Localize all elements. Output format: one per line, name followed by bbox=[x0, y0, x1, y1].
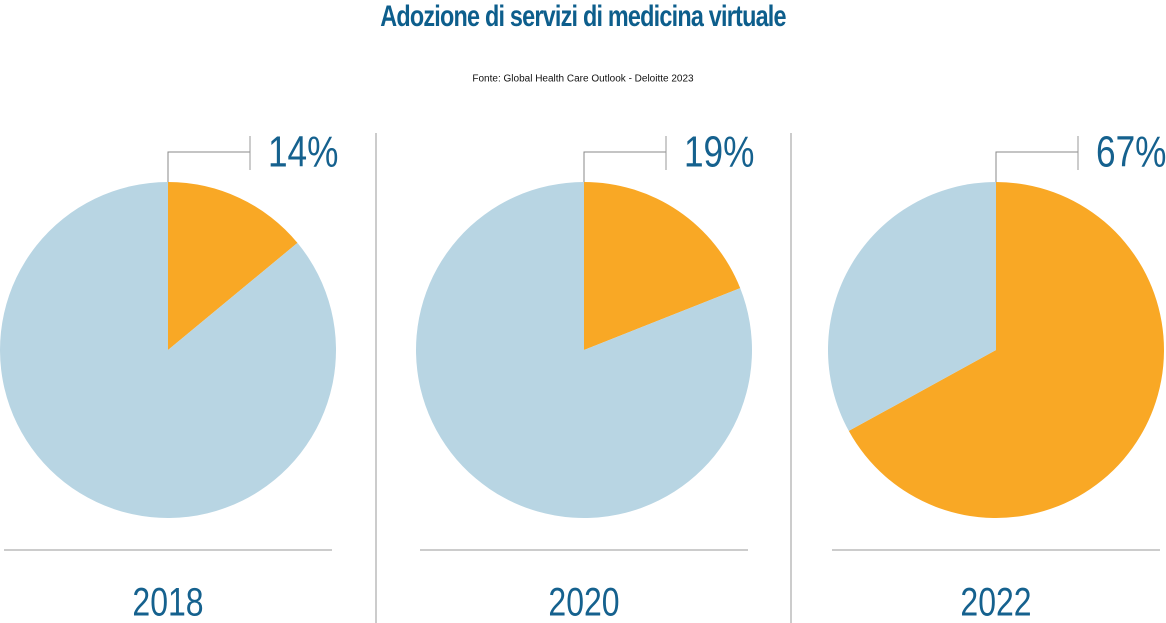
pie-slice bbox=[827, 182, 996, 431]
pie-slice bbox=[416, 182, 752, 519]
value-label: 19% bbox=[684, 128, 754, 177]
chart-title: Adozione di servizi di medicina virtuale bbox=[380, 0, 786, 33]
value-label: 14% bbox=[268, 128, 338, 177]
pie-slice bbox=[168, 182, 298, 350]
source: Fonte: Global Health Care Outlook - Delo… bbox=[472, 74, 694, 85]
callout-line bbox=[167, 151, 250, 182]
pie-slice bbox=[848, 182, 1165, 518]
pie-slice bbox=[0, 182, 336, 518]
value-label: 67% bbox=[1096, 128, 1166, 177]
year-label: 2022 bbox=[960, 579, 1031, 623]
pie-slice bbox=[584, 182, 741, 350]
year-label: 2018 bbox=[132, 579, 203, 623]
callout-line bbox=[995, 151, 1078, 182]
year-label: 2020 bbox=[548, 579, 619, 623]
callout-line bbox=[583, 151, 666, 182]
